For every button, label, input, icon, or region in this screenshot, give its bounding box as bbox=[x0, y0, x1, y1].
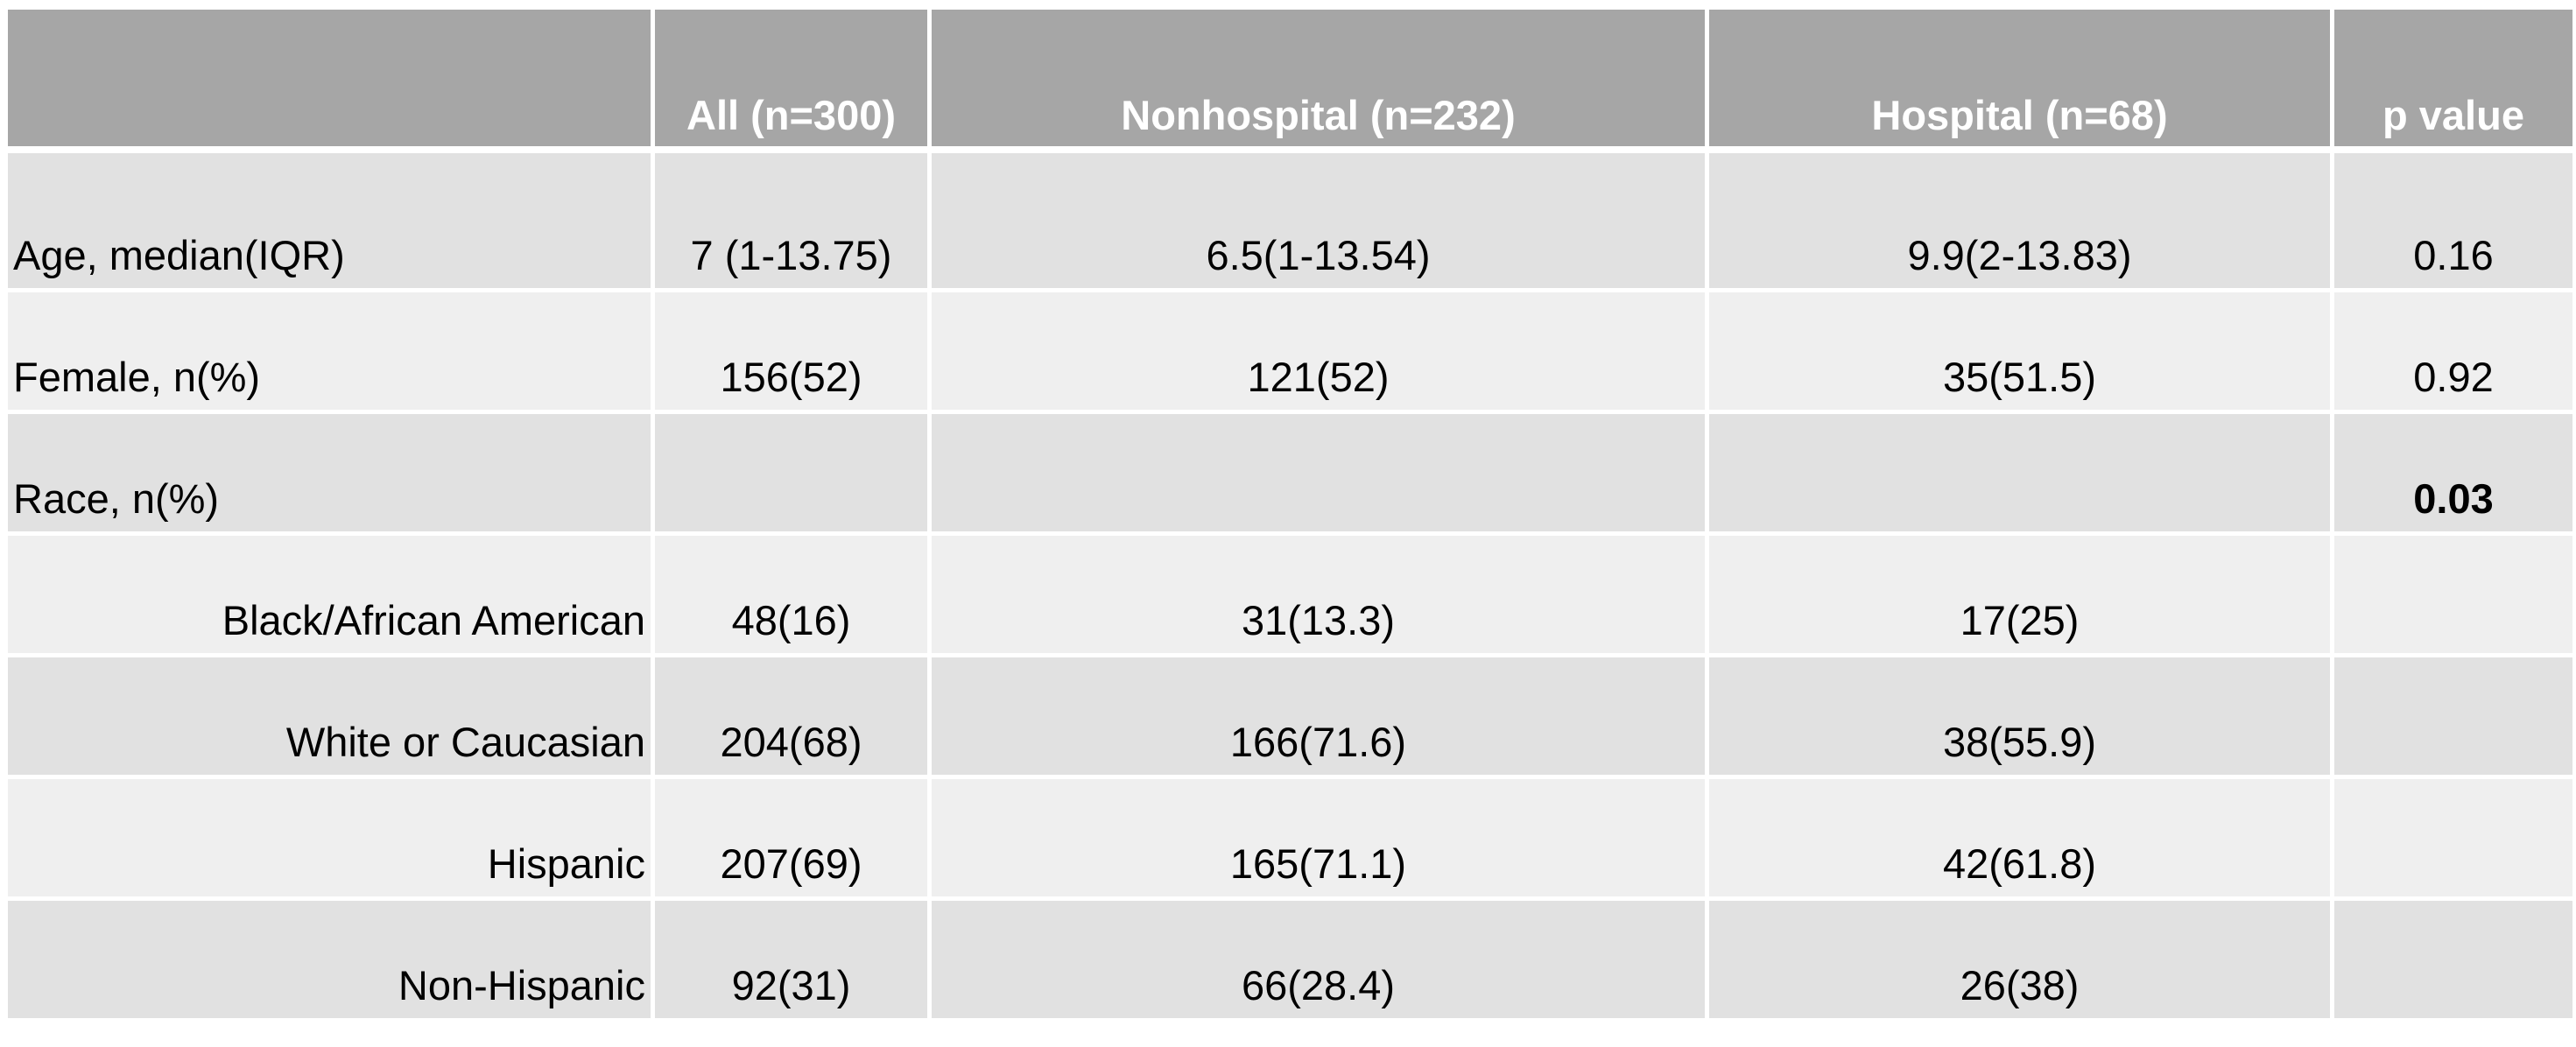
demographics-table: All (n=300) Nonhospital (n=232) Hospital… bbox=[4, 5, 2576, 1022]
row-label: Black/African American bbox=[4, 531, 655, 657]
cell-p-value: 0.92 bbox=[2330, 288, 2576, 414]
row-label: Race, n(%) bbox=[4, 410, 655, 536]
table-row: Age, median(IQR) 7 (1-13.75) 6.5(1-13.54… bbox=[4, 147, 2576, 292]
cell-all bbox=[651, 410, 932, 536]
header-cell-hospital: Hospital (n=68) bbox=[1705, 5, 2334, 152]
row-label: Age, median(IQR) bbox=[4, 147, 655, 292]
cell-p-value bbox=[2330, 653, 2576, 779]
header-row: All (n=300) Nonhospital (n=232) Hospital… bbox=[4, 5, 2576, 152]
cell-nonhospital: 121(52) bbox=[927, 288, 1709, 414]
cell-all: 7 (1-13.75) bbox=[651, 147, 932, 292]
table-row: Non-Hispanic 92(31) 66(28.4) 26(38) bbox=[4, 896, 2576, 1022]
cell-nonhospital: 66(28.4) bbox=[927, 896, 1709, 1022]
row-label: White or Caucasian bbox=[4, 653, 655, 779]
table-body: Age, median(IQR) 7 (1-13.75) 6.5(1-13.54… bbox=[4, 147, 2576, 1022]
cell-all: 48(16) bbox=[651, 531, 932, 657]
cell-nonhospital bbox=[927, 410, 1709, 536]
row-label: Female, n(%) bbox=[4, 288, 655, 414]
header-cell-empty bbox=[4, 5, 655, 152]
table-row: Hispanic 207(69) 165(71.1) 42(61.8) bbox=[4, 775, 2576, 901]
row-label: Hispanic bbox=[4, 775, 655, 901]
cell-p-value bbox=[2330, 531, 2576, 657]
cell-p-value bbox=[2330, 896, 2576, 1022]
row-label: Non-Hispanic bbox=[4, 896, 655, 1022]
cell-p-value bbox=[2330, 775, 2576, 901]
cell-all: 204(68) bbox=[651, 653, 932, 779]
cell-all: 92(31) bbox=[651, 896, 932, 1022]
table-row: Race, n(%) 0.03 bbox=[4, 410, 2576, 536]
cell-nonhospital: 6.5(1-13.54) bbox=[927, 147, 1709, 292]
table-row: Female, n(%) 156(52) 121(52) 35(51.5) 0.… bbox=[4, 288, 2576, 414]
cell-all: 156(52) bbox=[651, 288, 932, 414]
cell-hospital: 17(25) bbox=[1705, 531, 2334, 657]
table-row: White or Caucasian 204(68) 166(71.6) 38(… bbox=[4, 653, 2576, 779]
table-header: All (n=300) Nonhospital (n=232) Hospital… bbox=[4, 5, 2576, 152]
table-row: Black/African American 48(16) 31(13.3) 1… bbox=[4, 531, 2576, 657]
cell-hospital: 35(51.5) bbox=[1705, 288, 2334, 414]
cell-p-value: 0.03 bbox=[2330, 410, 2576, 536]
header-cell-nonhospital: Nonhospital (n=232) bbox=[927, 5, 1709, 152]
cell-hospital: 26(38) bbox=[1705, 896, 2334, 1022]
cell-hospital: 9.9(2-13.83) bbox=[1705, 147, 2334, 292]
cell-hospital: 42(61.8) bbox=[1705, 775, 2334, 901]
cell-hospital bbox=[1705, 410, 2334, 536]
cell-p-value: 0.16 bbox=[2330, 147, 2576, 292]
cell-nonhospital: 166(71.6) bbox=[927, 653, 1709, 779]
cell-nonhospital: 165(71.1) bbox=[927, 775, 1709, 901]
cell-nonhospital: 31(13.3) bbox=[927, 531, 1709, 657]
cell-all: 207(69) bbox=[651, 775, 932, 901]
header-cell-p-value: p value bbox=[2330, 5, 2576, 152]
cell-hospital: 38(55.9) bbox=[1705, 653, 2334, 779]
header-cell-all: All (n=300) bbox=[651, 5, 932, 152]
